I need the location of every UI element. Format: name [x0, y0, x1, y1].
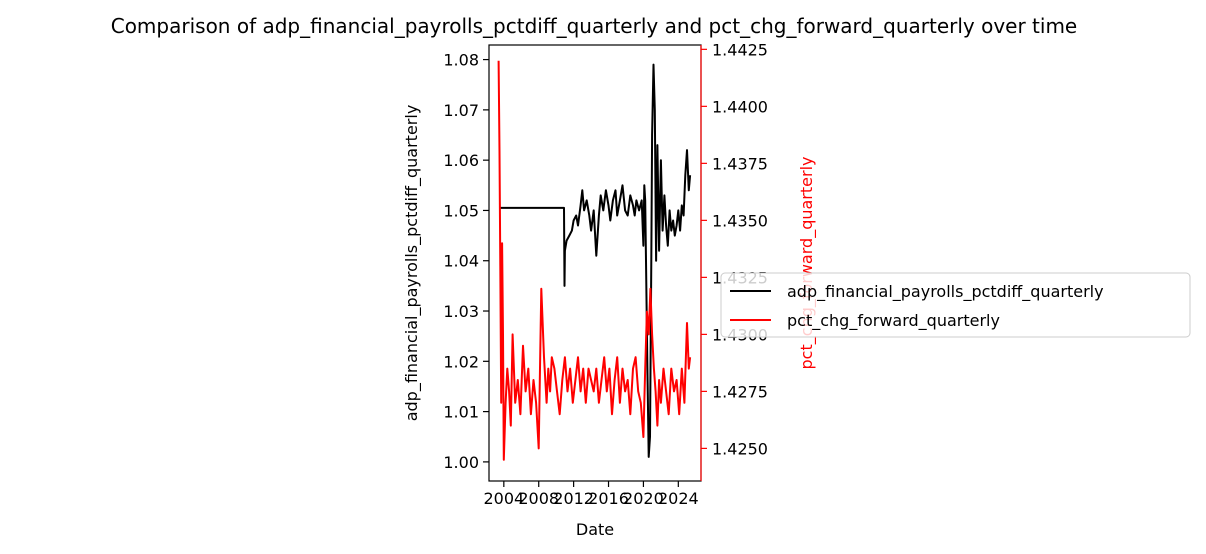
y-axis-right-label: pct_chg_forward_quarterly: [797, 157, 817, 370]
y-axis-left-label: adp_financial_payrolls_pctdiff_quarterly: [402, 105, 422, 422]
legend-label-right-series: pct_chg_forward_quarterly: [787, 311, 1000, 331]
y-right-tick-label: 1.4350: [712, 211, 768, 230]
x-tick-label: 2004: [483, 489, 524, 508]
y-left-tick-label: 1.07: [443, 101, 479, 120]
legend: adp_financial_payrolls_pctdiff_quarterly…: [720, 272, 1191, 338]
x-tick-label: 2008: [518, 489, 559, 508]
y-left-tick-label: 1.03: [443, 302, 479, 321]
y-left-tick-label: 1.04: [443, 252, 479, 271]
y-left-tick-label: 1.05: [443, 201, 479, 220]
y-right-tick-label: 1.4275: [712, 382, 768, 401]
series-line-adp-financial-payrolls: [499, 63, 692, 458]
legend-label-left-series: adp_financial_payrolls_pctdiff_quarterly: [787, 282, 1104, 302]
y-right-tick-label: 1.4425: [712, 40, 768, 59]
series-line-pct-chg-forward: [497, 60, 692, 461]
plot-series-group: [497, 60, 692, 461]
y-right-tick-label: 1.4250: [712, 439, 768, 458]
legend-box: [720, 272, 1191, 338]
y-left-tick-label: 1.02: [443, 352, 479, 371]
x-tick-label: 2024: [658, 489, 699, 508]
y-left-tick-label: 1.01: [443, 403, 479, 422]
x-tick-label: 2016: [588, 489, 629, 508]
chart-title: Comparison of adp_financial_payrolls_pct…: [111, 14, 1078, 38]
y-left-tick-label: 1.08: [443, 51, 479, 70]
x-tick-label: 2012: [553, 489, 594, 508]
x-tick-label: 2020: [623, 489, 664, 508]
y-right-tick-label: 1.4400: [712, 97, 768, 116]
y-left-tick-label: 1.06: [443, 151, 479, 170]
y-axis-left: 1.00 1.01 1.02 1.03 1.04 1.05 1.06 1.07 1.08: [443, 51, 489, 472]
y-axis-right: 1.42501.42751.43001.43251.43501.43751.44…: [701, 40, 768, 458]
plot-frame: [488, 44, 702, 482]
y-right-tick-label: 1.4375: [712, 154, 768, 173]
y-left-tick-label: 1.00: [443, 453, 479, 472]
x-axis-label: Date: [576, 520, 614, 539]
